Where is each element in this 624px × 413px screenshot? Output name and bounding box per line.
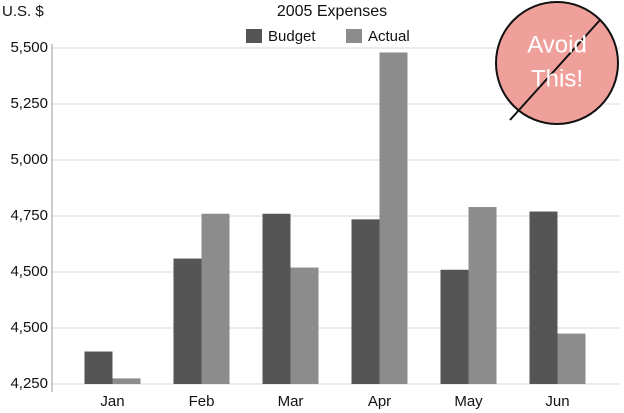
bar — [201, 213, 230, 384]
bar — [557, 333, 586, 384]
legend-swatch — [346, 29, 362, 43]
y-tick-label: 4,500 — [10, 319, 48, 336]
y-tick-label: 4,500 — [10, 263, 48, 280]
bar — [440, 269, 469, 384]
bar — [262, 213, 291, 384]
bar — [84, 351, 113, 384]
x-tick-label: Mar — [278, 393, 304, 410]
chart-title: 2005 Expenses — [277, 3, 387, 20]
y-axis-label: U.S. $ — [2, 3, 44, 20]
bar — [529, 211, 558, 384]
badge-slash — [509, 19, 601, 121]
y-tick-label: 4,750 — [10, 207, 48, 224]
x-tick-label: Jan — [100, 393, 124, 410]
x-tick-label: Apr — [368, 393, 391, 410]
legend-label: Budget — [268, 28, 316, 45]
bar — [351, 219, 380, 384]
y-tick-label: 5,250 — [10, 95, 48, 112]
y-tick-label: 5,000 — [10, 151, 48, 168]
warning-badge: Avoid This! — [495, 1, 619, 125]
y-tick-label: 5,500 — [10, 39, 48, 56]
badge-text: This! — [531, 65, 583, 92]
bar — [379, 52, 408, 384]
legend-label: Actual — [368, 28, 410, 45]
x-tick-label: Feb — [189, 393, 215, 410]
bar — [112, 378, 141, 384]
x-tick-label: Jun — [545, 393, 569, 410]
bar — [468, 207, 497, 384]
x-tick-label: May — [454, 393, 483, 410]
badge-text: Avoid — [527, 31, 587, 58]
y-tick-label: 4,250 — [10, 375, 48, 392]
bar — [290, 267, 319, 384]
bar — [173, 258, 202, 384]
legend-swatch — [246, 29, 262, 43]
